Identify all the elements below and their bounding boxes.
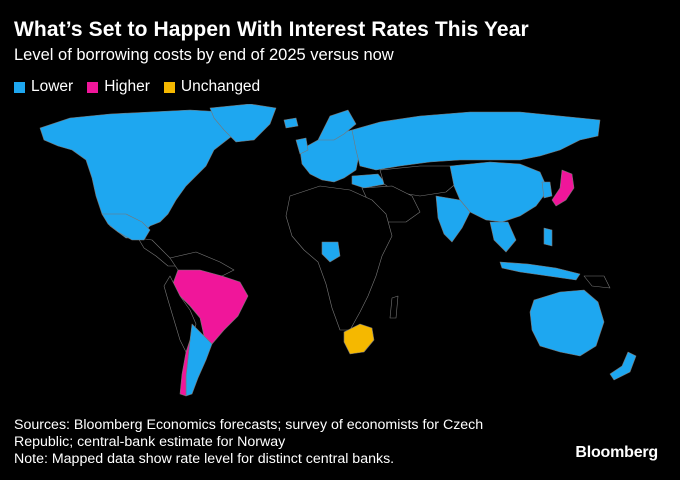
region-africa (285, 185, 393, 331)
region-philippines (543, 227, 553, 247)
region-uk (295, 137, 309, 155)
region-new-zealand (609, 351, 637, 381)
region-south-africa (343, 323, 375, 355)
region-australia (529, 289, 605, 357)
region-greenland (209, 104, 277, 143)
region-indonesia (499, 261, 581, 281)
region-papua (583, 275, 611, 289)
legend-label-unchanged: Unchanged (180, 78, 261, 95)
legend-label-higher: Higher (104, 78, 150, 95)
region-japan (551, 169, 575, 207)
legend-label-lower: Lower (31, 78, 74, 95)
sources-line-1: Sources: Bloomberg Economics forecasts; … (14, 417, 484, 433)
region-madagascar (389, 295, 399, 319)
legend: Lower Higher Unchanged (14, 78, 260, 96)
note-line: Note: Mapped data show rate level for di… (14, 451, 395, 467)
region-brazil (171, 269, 249, 345)
region-turkey (351, 173, 387, 189)
legend-item-unchanged: Unchanged (163, 78, 261, 96)
legend-swatch-lower (14, 81, 25, 93)
region-north-america (39, 109, 241, 239)
region-russia (351, 111, 601, 171)
chart-title: What’s Set to Happen With Interest Rates… (14, 18, 529, 41)
sources-line-2: Republic; central-bank estimate for Norw… (14, 434, 286, 450)
region-central-america (137, 237, 177, 267)
region-southeast-asia (489, 221, 517, 253)
legend-item-lower: Lower (14, 78, 73, 96)
region-india (435, 195, 471, 243)
region-scandinavia (317, 109, 357, 141)
footer: Sources: Bloomberg Economics forecasts; … (14, 417, 483, 468)
region-chile (179, 339, 191, 397)
bloomberg-logo: Bloomberg (575, 444, 658, 461)
chart-subtitle: Level of borrowing costs by end of 2025 … (14, 46, 394, 64)
region-mexico (101, 213, 151, 241)
world-map (39, 104, 637, 397)
legend-swatch-unchanged (163, 81, 175, 93)
legend-item-higher: Higher (87, 78, 150, 96)
legend-swatch-higher (87, 81, 99, 93)
region-korea (541, 181, 553, 199)
region-nigeria (321, 241, 341, 263)
region-iceland (283, 117, 299, 129)
